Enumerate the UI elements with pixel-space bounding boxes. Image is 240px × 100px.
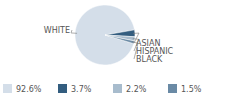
- chart: WHITEASIANHISPANICBLACK92.6%3.7%2.2%1.5%: [0, 0, 240, 100]
- category-label: BLACK: [136, 55, 163, 64]
- legend-label: 2.2%: [126, 85, 147, 94]
- legend: 92.6% 3.7% 2.2% 1.5%: [3, 84, 202, 94]
- legend-swatch: [3, 84, 12, 93]
- pie-slice: [75, 5, 135, 65]
- legend-label: 1.5%: [181, 85, 202, 94]
- category-label: WHITE: [44, 26, 70, 35]
- legend-swatch: [113, 84, 122, 93]
- legend-swatch: [168, 84, 177, 93]
- pie-slice: [105, 35, 134, 44]
- legend-swatch: [58, 84, 67, 93]
- leader-line: [71, 30, 77, 33]
- pie: [75, 5, 135, 65]
- legend-label: 3.7%: [71, 85, 92, 94]
- legend-label: 92.6%: [16, 85, 42, 94]
